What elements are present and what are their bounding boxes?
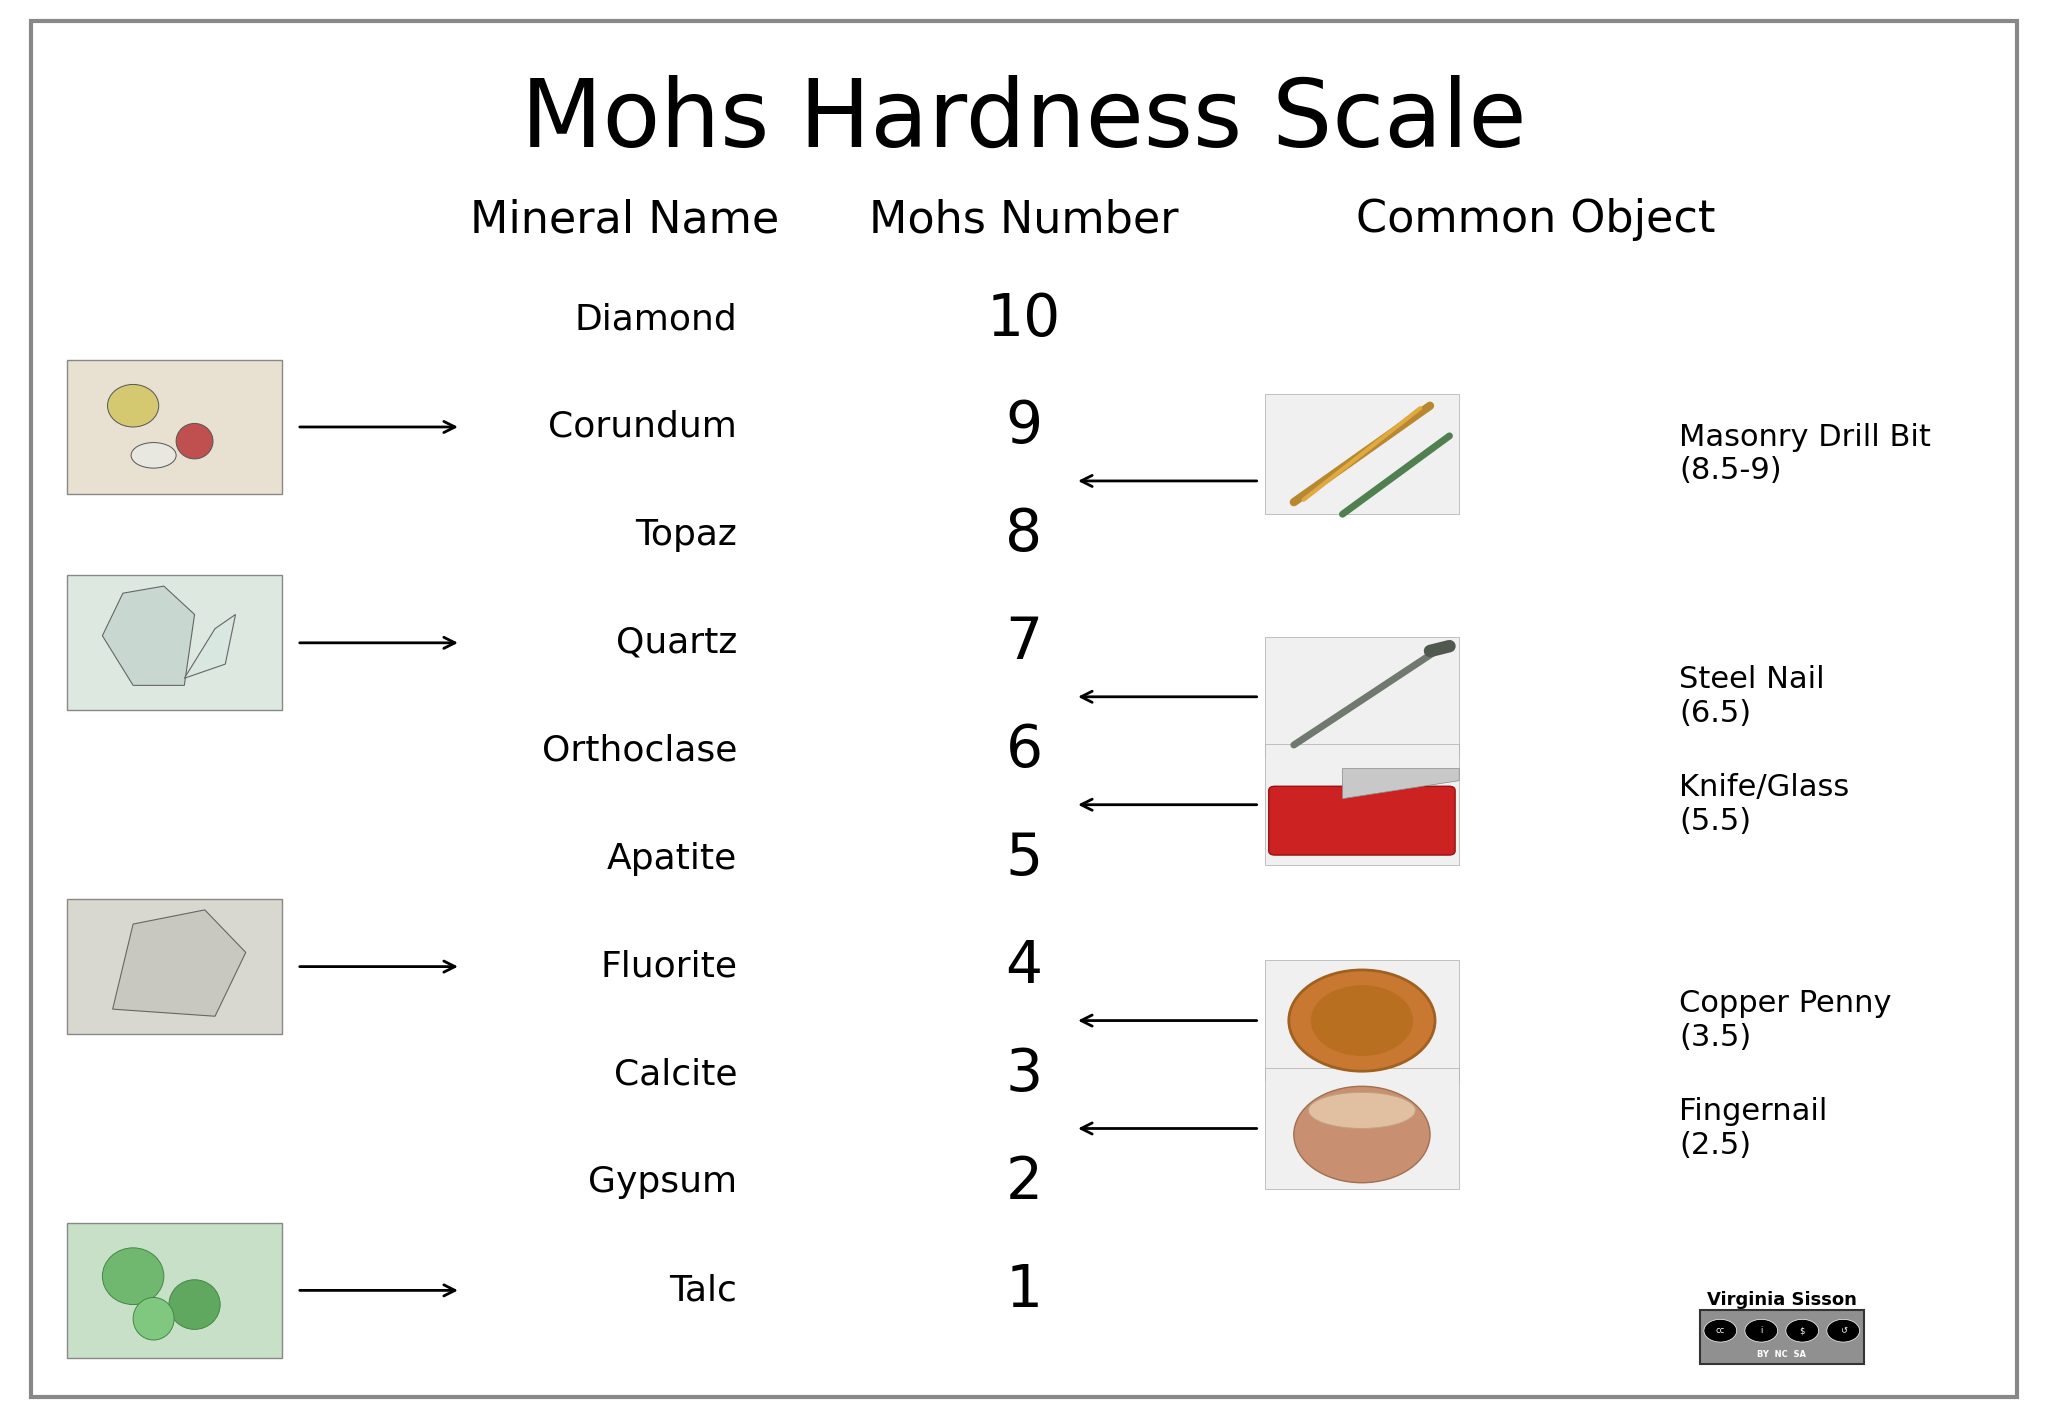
Text: cc: cc — [1716, 1326, 1724, 1336]
Text: Topaz: Topaz — [635, 518, 737, 552]
Text: 5: 5 — [1006, 830, 1042, 888]
Bar — [1266, 637, 1458, 757]
Text: 3: 3 — [1006, 1046, 1042, 1103]
Text: 2: 2 — [1006, 1154, 1042, 1211]
Circle shape — [1311, 986, 1413, 1056]
Text: Diamond: Diamond — [575, 302, 737, 336]
Bar — [68, 576, 283, 710]
Polygon shape — [113, 910, 246, 1017]
Bar — [1266, 744, 1458, 865]
Text: Corundum: Corundum — [549, 410, 737, 444]
Bar — [1266, 394, 1458, 515]
Text: Mohs Hardness Scale: Mohs Hardness Scale — [522, 75, 1526, 166]
Ellipse shape — [102, 1248, 164, 1305]
Ellipse shape — [131, 442, 176, 468]
Polygon shape — [1343, 769, 1458, 798]
Bar — [68, 899, 283, 1034]
Text: Mineral Name: Mineral Name — [469, 199, 780, 241]
Ellipse shape — [1309, 1092, 1415, 1129]
Text: 8: 8 — [1006, 506, 1042, 563]
Bar — [68, 360, 283, 495]
Ellipse shape — [133, 1297, 174, 1340]
Circle shape — [1288, 970, 1436, 1071]
Text: Knife/Glass
(5.5): Knife/Glass (5.5) — [1679, 773, 1849, 837]
Text: Talc: Talc — [670, 1273, 737, 1307]
Polygon shape — [184, 614, 236, 678]
Text: 9: 9 — [1006, 398, 1042, 455]
Text: Copper Penny
(3.5): Copper Penny (3.5) — [1679, 990, 1892, 1052]
Text: Orthoclase: Orthoclase — [543, 733, 737, 767]
Circle shape — [1745, 1319, 1778, 1341]
Text: 6: 6 — [1006, 722, 1042, 780]
Text: 1: 1 — [1006, 1262, 1042, 1319]
Text: Masonry Drill Bit
(8.5-9): Masonry Drill Bit (8.5-9) — [1679, 423, 1931, 485]
Text: BY  NC  SA: BY NC SA — [1757, 1350, 1806, 1358]
Text: 10: 10 — [987, 291, 1061, 347]
Text: Gypsum: Gypsum — [588, 1166, 737, 1200]
Text: Apatite: Apatite — [606, 842, 737, 876]
Text: Fluorite: Fluorite — [600, 950, 737, 984]
Circle shape — [1827, 1319, 1860, 1341]
Bar — [1266, 1068, 1458, 1188]
Text: 7: 7 — [1006, 614, 1042, 671]
Polygon shape — [102, 586, 195, 685]
Text: 4: 4 — [1006, 939, 1042, 995]
Ellipse shape — [1294, 1086, 1430, 1183]
Text: Common Object: Common Object — [1356, 199, 1716, 241]
Bar — [68, 1222, 283, 1358]
Text: $: $ — [1800, 1326, 1804, 1336]
Text: Virginia Sisson: Virginia Sisson — [1706, 1292, 1858, 1309]
Ellipse shape — [109, 384, 160, 427]
Text: Calcite: Calcite — [614, 1058, 737, 1092]
Ellipse shape — [168, 1280, 221, 1330]
Bar — [1266, 960, 1458, 1081]
Text: Fingernail
(2.5): Fingernail (2.5) — [1679, 1098, 1827, 1160]
FancyBboxPatch shape — [1270, 786, 1454, 855]
Bar — [1700, 1310, 1864, 1364]
Text: Quartz: Quartz — [616, 625, 737, 659]
Text: Mohs Number: Mohs Number — [868, 199, 1180, 241]
Text: i: i — [1759, 1326, 1763, 1336]
Bar — [31, 20, 2017, 67]
Text: ↺: ↺ — [1839, 1326, 1847, 1336]
Ellipse shape — [176, 424, 213, 459]
Circle shape — [1786, 1319, 1819, 1341]
Text: Steel Nail
(6.5): Steel Nail (6.5) — [1679, 665, 1825, 727]
Circle shape — [1704, 1319, 1737, 1341]
